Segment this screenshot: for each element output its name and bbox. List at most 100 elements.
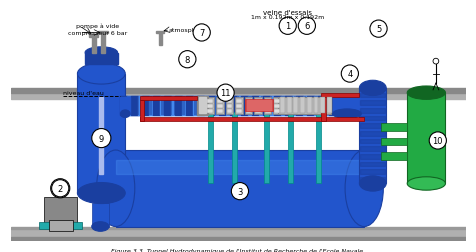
Bar: [234, 96, 238, 115]
Bar: [120, 96, 125, 115]
Bar: [360, 124, 385, 129]
Bar: [159, 32, 161, 46]
Bar: [360, 93, 385, 98]
Bar: [215, 96, 219, 115]
Bar: [236, 105, 241, 109]
Text: 4: 4: [347, 70, 352, 79]
Bar: [360, 139, 385, 144]
Bar: [171, 96, 175, 115]
Bar: [131, 96, 138, 115]
Bar: [324, 96, 328, 115]
Bar: [354, 96, 359, 115]
Bar: [245, 105, 251, 109]
Bar: [198, 98, 206, 113]
Bar: [160, 96, 165, 115]
Bar: [200, 96, 205, 115]
Bar: [248, 96, 252, 115]
Bar: [214, 96, 218, 115]
Ellipse shape: [77, 64, 125, 85]
Bar: [134, 96, 139, 115]
Bar: [217, 105, 222, 109]
Bar: [187, 96, 192, 115]
Bar: [368, 96, 373, 115]
Circle shape: [51, 180, 69, 197]
Bar: [260, 96, 265, 115]
Bar: [147, 96, 152, 115]
Text: 3: 3: [237, 187, 242, 196]
Bar: [252, 96, 258, 115]
Bar: [139, 96, 197, 101]
Bar: [357, 96, 362, 115]
Bar: [360, 154, 385, 159]
Bar: [360, 162, 385, 167]
Bar: [264, 100, 270, 104]
Bar: [335, 96, 339, 115]
Bar: [207, 96, 212, 115]
Bar: [263, 97, 271, 114]
Bar: [274, 96, 280, 115]
Bar: [10, 237, 466, 241]
Bar: [244, 100, 273, 111]
Bar: [127, 96, 131, 115]
Bar: [164, 96, 171, 115]
Ellipse shape: [85, 48, 117, 59]
Bar: [254, 97, 261, 114]
Bar: [115, 160, 364, 174]
Bar: [327, 96, 332, 115]
Text: veine d'essais: veine d'essais: [263, 10, 312, 16]
Text: 7: 7: [198, 29, 204, 38]
Bar: [316, 112, 320, 184]
Bar: [206, 97, 214, 114]
Text: 2: 2: [58, 184, 63, 193]
Bar: [381, 124, 407, 131]
Bar: [346, 96, 350, 115]
Bar: [39, 222, 82, 230]
Bar: [167, 96, 172, 115]
Bar: [217, 109, 222, 113]
Bar: [381, 152, 407, 160]
Bar: [339, 96, 346, 115]
Bar: [320, 93, 359, 98]
Bar: [241, 96, 248, 115]
Bar: [204, 96, 208, 115]
Bar: [235, 97, 242, 114]
Bar: [139, 117, 364, 122]
Bar: [264, 105, 270, 109]
Ellipse shape: [91, 222, 109, 231]
Circle shape: [340, 66, 357, 83]
Bar: [293, 98, 298, 113]
Ellipse shape: [344, 150, 383, 227]
Text: atmosphère: atmosphère: [168, 27, 206, 32]
Bar: [320, 98, 325, 122]
Bar: [360, 170, 385, 174]
Bar: [326, 98, 331, 113]
Circle shape: [432, 59, 438, 65]
Bar: [120, 96, 364, 115]
Ellipse shape: [120, 110, 130, 118]
Bar: [360, 177, 385, 182]
Text: niveau d'eau: niveau d'eau: [63, 90, 104, 95]
Bar: [328, 96, 335, 115]
Bar: [255, 105, 260, 109]
Bar: [10, 230, 466, 241]
Bar: [120, 96, 127, 115]
Bar: [153, 96, 160, 115]
Circle shape: [231, 183, 248, 200]
Bar: [313, 96, 317, 115]
Bar: [359, 88, 386, 184]
Bar: [280, 96, 285, 115]
Bar: [254, 96, 258, 115]
Bar: [226, 100, 232, 104]
Bar: [280, 96, 285, 115]
Bar: [255, 109, 260, 113]
Bar: [207, 109, 213, 113]
Bar: [180, 96, 185, 115]
Bar: [255, 100, 260, 104]
Bar: [156, 32, 164, 34]
Bar: [362, 96, 368, 115]
Bar: [285, 96, 291, 115]
Bar: [120, 98, 130, 114]
Circle shape: [298, 18, 315, 35]
Text: Figure 3.3  Tunnel Hydrodynamique de l'Institut de Recherche de l'Ecole Navale.: Figure 3.3 Tunnel Hydrodynamique de l'In…: [111, 248, 364, 252]
Bar: [127, 96, 132, 115]
